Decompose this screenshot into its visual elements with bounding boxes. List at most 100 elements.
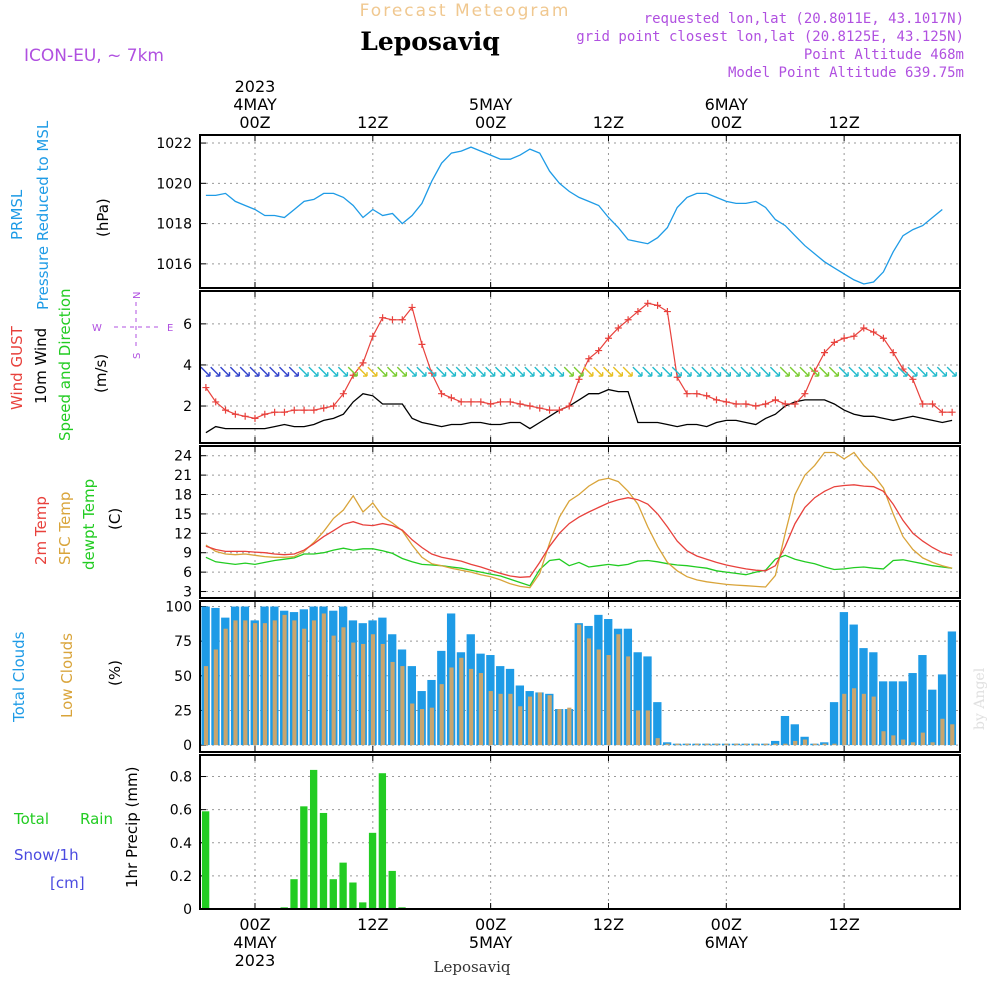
low-cloud-bar: [881, 731, 886, 746]
top-time-label: 12Z: [828, 113, 859, 132]
low-cloud-bar: [410, 703, 415, 746]
rain-bar: [368, 832, 377, 909]
low-cloud-bar: [527, 696, 533, 746]
total-cloud-bar: [633, 652, 642, 746]
wind-direction-arrow: [396, 366, 407, 377]
gust-marker: [388, 316, 396, 324]
wind-direction-arrow: [858, 366, 869, 377]
gust-marker: [565, 402, 573, 410]
total-cloud-bar: [888, 681, 898, 746]
rain-bar: [378, 773, 387, 909]
y-tick-label: 0.4: [170, 836, 192, 852]
location-title: Leposaviq: [360, 27, 499, 56]
wind-direction-arrow: [269, 366, 280, 377]
wind-gust-line: [205, 302, 953, 420]
gust-marker: [241, 412, 249, 420]
gust-marker: [379, 314, 387, 322]
y-tick-label: 0: [183, 902, 192, 918]
wind-unit: (m/s): [92, 354, 110, 393]
wind-direction-arrow: [877, 366, 889, 377]
low-cloud-bar: [439, 684, 444, 746]
low-cloud-bar: [714, 743, 719, 746]
low-cloud-bar: [940, 718, 945, 746]
wind-direction-arrow: [445, 366, 457, 377]
gust-marker: [428, 369, 436, 377]
low-cloud-bar: [302, 628, 307, 746]
low-cloud-bar: [783, 743, 788, 746]
low-cloud-bar: [223, 628, 228, 746]
low-cloud-bar: [292, 620, 297, 746]
y-tick-label: 50: [174, 669, 192, 685]
wind-direction-arrow: [760, 366, 771, 377]
gust-marker: [948, 408, 956, 416]
wind-direction-arrow: [563, 366, 574, 377]
y-tick-label: 3: [183, 585, 192, 601]
rain-bar: [339, 862, 347, 909]
wind-direction-arrow: [652, 366, 663, 377]
low-cloud-bar: [655, 738, 660, 746]
clouds-title-1: Total Clouds: [10, 631, 28, 723]
low-cloud-bar: [321, 613, 326, 746]
gust-marker: [801, 390, 809, 398]
gust-marker: [575, 375, 583, 383]
total-cloud-bar: [928, 689, 937, 746]
total-cloud-bar: [653, 702, 662, 746]
low-cloud-bar: [694, 743, 700, 746]
gust-marker: [222, 406, 230, 414]
wind-direction-arrow: [710, 366, 722, 377]
low-cloud-bar: [675, 743, 680, 746]
gust-marker: [870, 328, 878, 336]
y-tick-label: 4: [183, 358, 192, 374]
clouds-title-2: Low Clouds: [58, 633, 76, 718]
precip-snow-label: Snow/1h: [14, 846, 79, 864]
gust-marker: [634, 308, 642, 316]
y-tick-label: 1020: [156, 176, 192, 192]
top-time-label: 4MAY: [233, 95, 277, 114]
low-cloud-bar: [488, 691, 493, 746]
top-time-label: 6MAY: [705, 95, 749, 114]
top-time-label: 12Z: [357, 113, 388, 132]
low-cloud-bar: [478, 673, 484, 746]
gust-marker: [546, 406, 554, 414]
wind-title-2: 10m Wind: [32, 328, 50, 404]
panel-border: [199, 290, 961, 444]
gust-marker: [732, 400, 740, 408]
cloud-labels: Total Clouds Low Clouds (%): [10, 631, 124, 723]
rain-bar: [201, 811, 210, 909]
bottom-time-label: 00Z: [239, 915, 270, 934]
low-cloud-bar: [419, 709, 425, 746]
gust-marker: [663, 308, 671, 316]
wind-direction-arrow: [514, 366, 525, 377]
gust-marker: [585, 355, 593, 363]
low-cloud-bar: [361, 643, 366, 746]
gust-marker: [290, 406, 298, 414]
gust-marker: [457, 398, 465, 406]
gust-marker: [624, 316, 632, 324]
low-cloud-bar: [253, 623, 258, 746]
gust-marker: [506, 398, 514, 406]
bottom-time-label: 00Z: [711, 915, 742, 934]
low-cloud-bar: [567, 707, 572, 746]
pressure-title-2: Pressure Reduced to MSL: [34, 120, 52, 310]
pressure-unit: (hPa): [94, 198, 112, 237]
low-cloud-bar: [537, 692, 542, 746]
panel-border: [199, 600, 961, 753]
requested-coords: requested lon,lat (20.8011E, 43.1017N): [644, 11, 964, 27]
wind-direction-arrow: [838, 366, 849, 377]
gust-marker: [683, 390, 691, 398]
gust-marker: [330, 402, 338, 410]
low-cloud-bar: [645, 710, 650, 746]
low-cloud-bar: [626, 656, 631, 746]
gust-marker: [487, 400, 495, 408]
rain-bar: [329, 879, 337, 909]
y-tick-label: 2: [183, 399, 192, 415]
low-cloud-bar: [635, 710, 641, 746]
clouds-panel: 0 25 50 75 100: [165, 600, 961, 754]
gust-marker: [300, 406, 308, 414]
top-time-label: 12Z: [593, 113, 624, 132]
low-cloud-bar: [616, 634, 621, 746]
gust-marker: [654, 301, 662, 309]
low-cloud-bar: [901, 739, 906, 746]
rain-bar: [290, 879, 298, 909]
